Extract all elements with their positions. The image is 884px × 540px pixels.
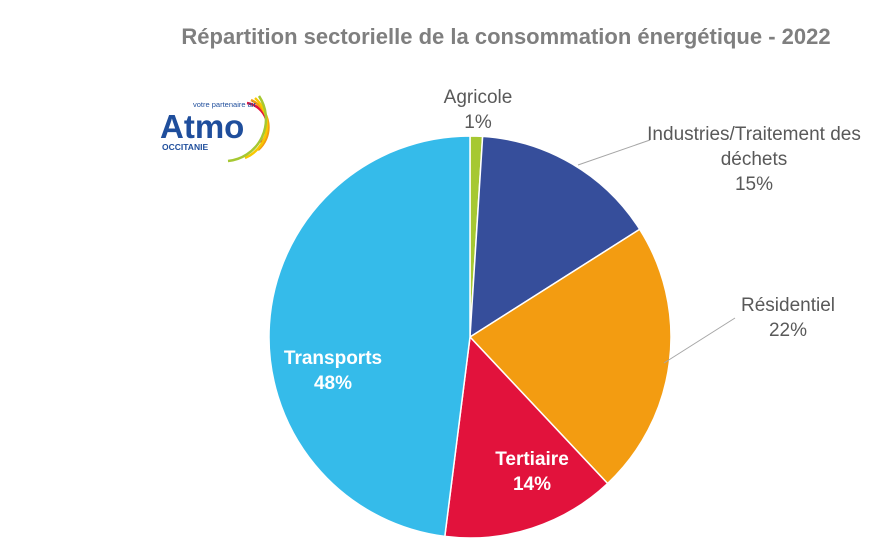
slice-name-label: Agricole [444,87,513,108]
pie-slice-r-sidentiel [468,228,672,485]
slice-label: Industries/Traitement des déchets 15% [647,124,861,195]
slice-label: Résidentiel 22% [741,295,835,341]
slice-name-label: Transports [284,348,382,369]
slice-name-label: Tertiaire [495,449,569,470]
leader-line [663,317,736,364]
slice-label: Agricole 1% [444,87,513,133]
slice-value-label: 15% [735,174,773,195]
slice-value-label: 1% [464,112,492,133]
slice-value-label: 14% [513,474,551,495]
logo-arcs [227,95,270,163]
logo-tagline: votre partenaire air [193,100,256,109]
slice-value-label: 48% [314,373,352,394]
pie-slice-tertiaire [443,335,609,539]
leader-line [577,139,651,166]
pie-slice-industries-traitement-des-d-chets [469,135,641,339]
slice-value-label: 22% [769,320,807,341]
atmo-logo: votre partenaire air Atmo OCCITANIE [160,95,270,163]
slice-name-label: Résidentiel [741,295,835,316]
slice-label: Transports 48% [284,348,382,394]
pie-slices [268,135,672,539]
slice-label: Tertiaire 14% [495,449,569,495]
slice-name-label: Industries/Traitement des [647,124,861,145]
logo-region: OCCITANIE [162,142,208,152]
logo-wordmark: Atmo [160,108,244,145]
pie-slice-transports [268,135,471,538]
slice-name-label: déchets [721,149,788,170]
leader-lines [577,139,736,364]
slice-labels: Agricole 1% Industries/Traitement des déche… [284,87,861,495]
chart-title: Répartition sectorielle de la consommati… [181,24,830,49]
